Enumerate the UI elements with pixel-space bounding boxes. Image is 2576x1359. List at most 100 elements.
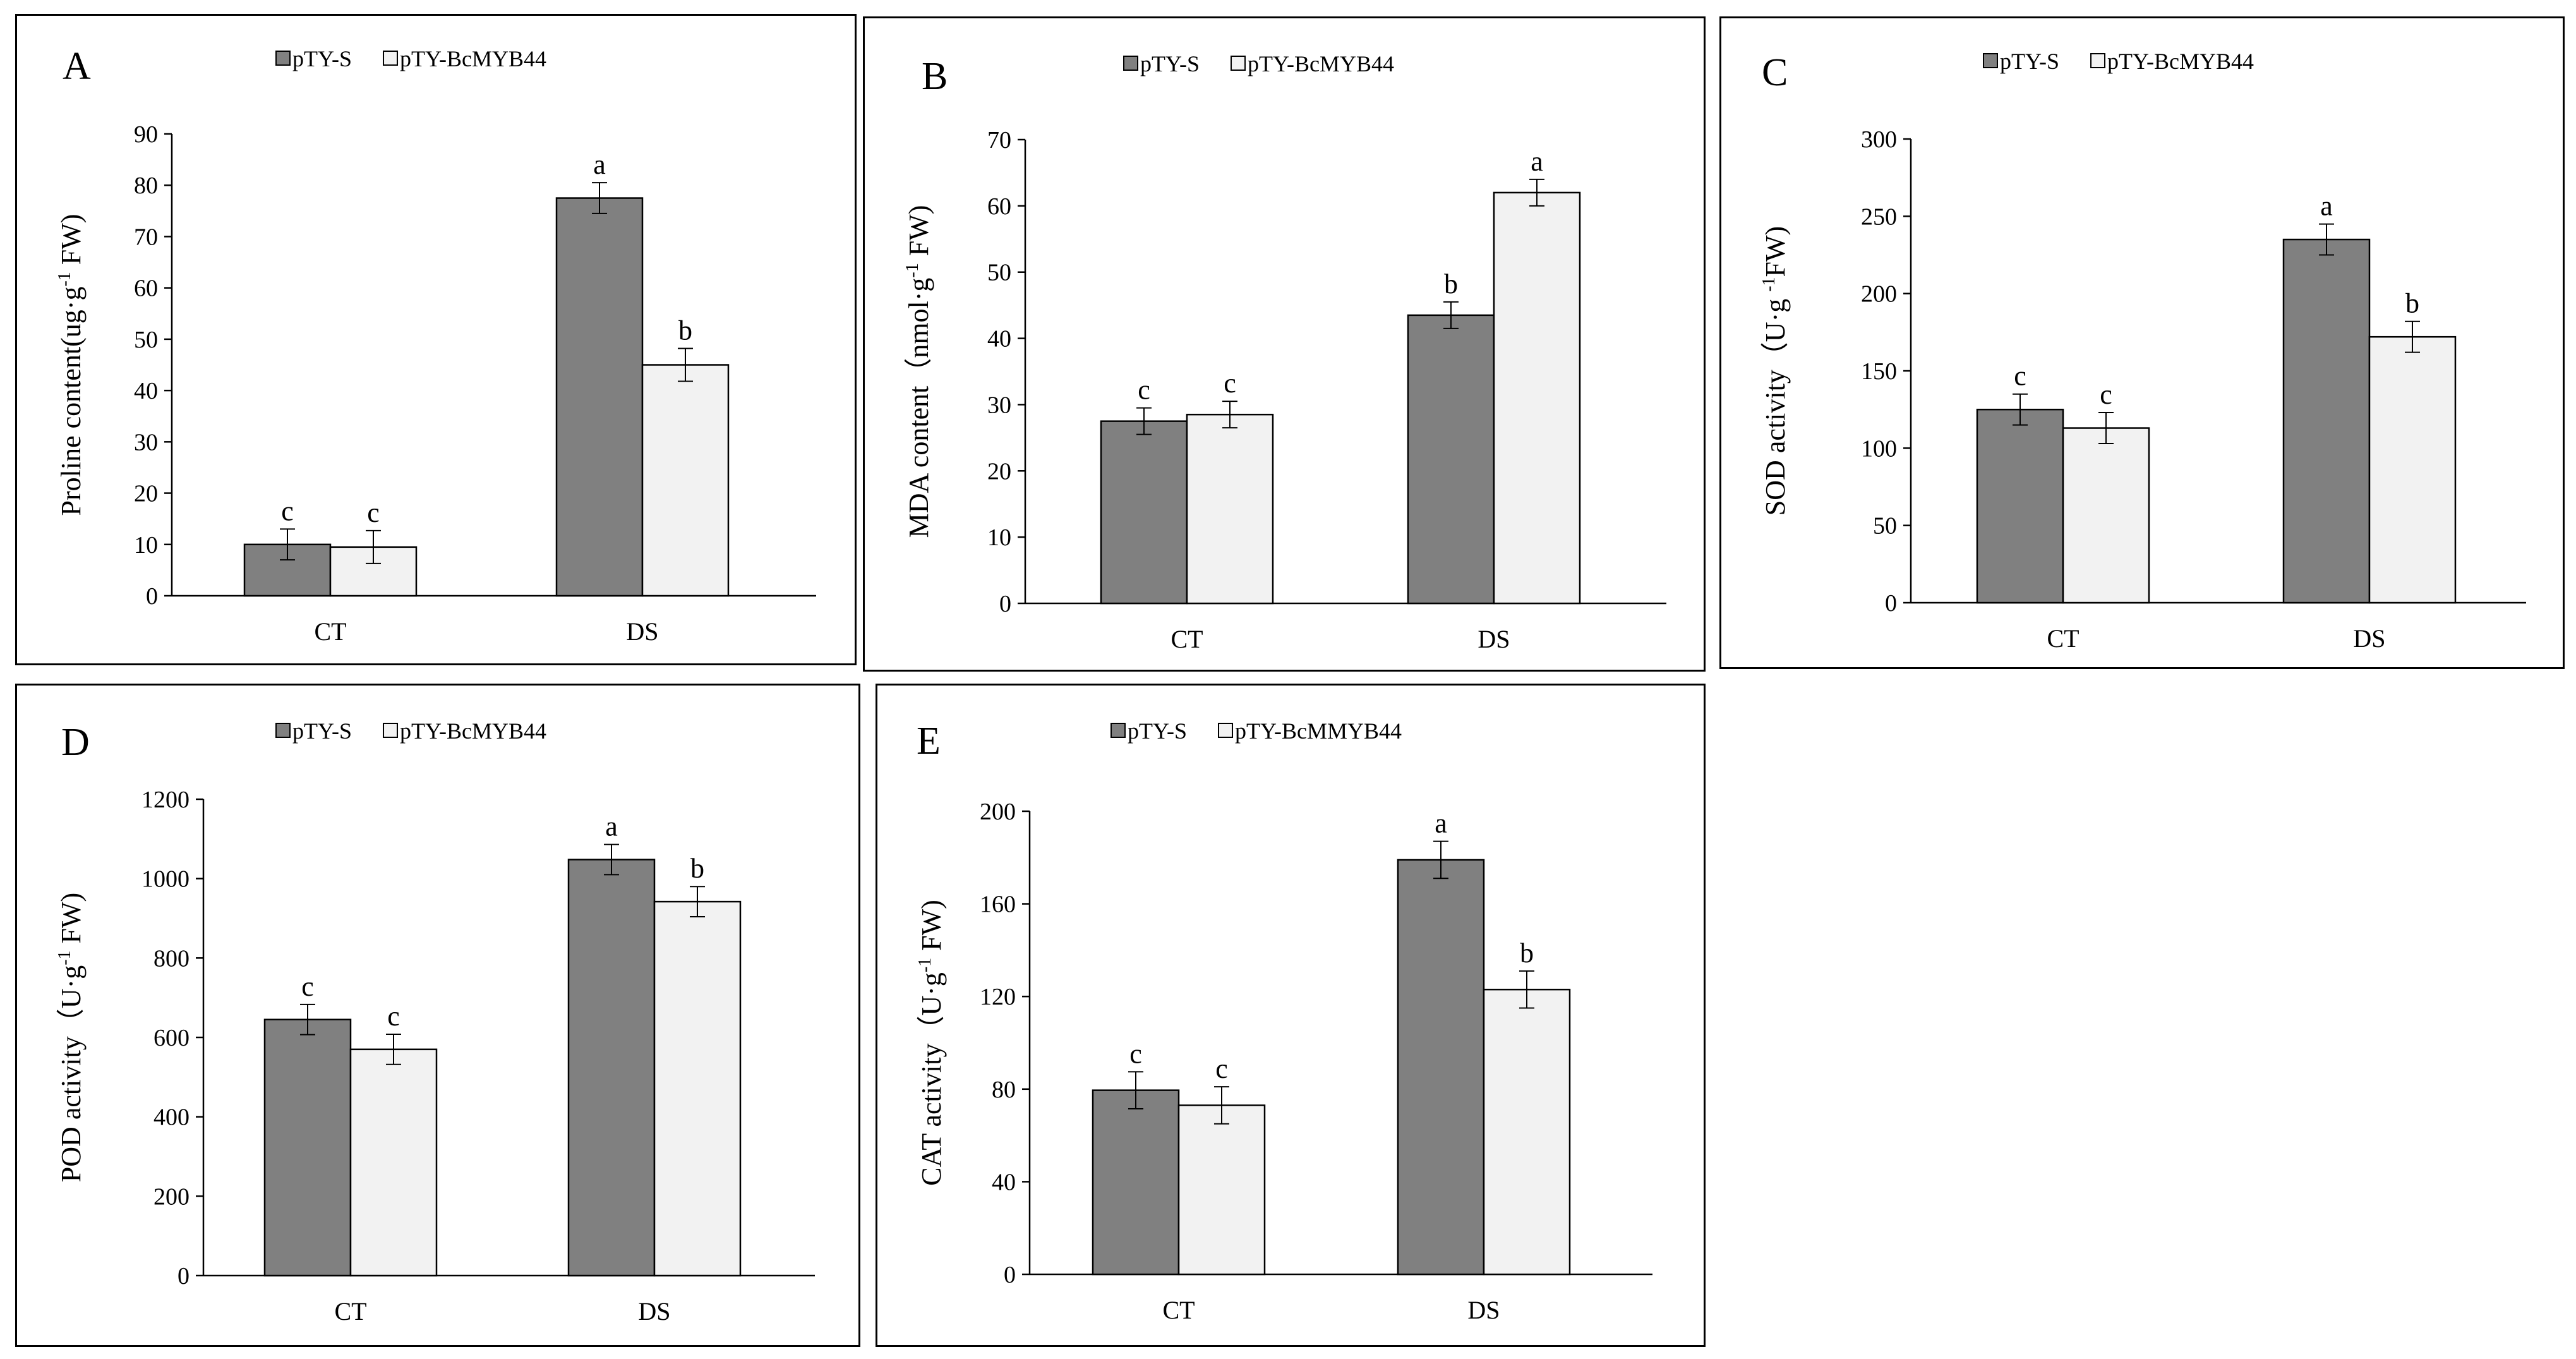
bar-ct-series2 [1177,1104,1266,1276]
y-tick-label: 160 [980,891,1016,918]
significance-letter: a [1435,808,1447,839]
significance-letter: c [2100,379,2112,410]
significance-letter: c [1138,375,1150,406]
panel-label: E [917,720,941,763]
legend-label: pTY-BcMYB44 [1248,51,1394,76]
y-tick-label: 20 [987,458,1011,485]
y-tick-label: 50 [987,260,1011,286]
y-tick-label: 10 [134,532,158,559]
significance-letter: c [301,971,314,1002]
legend-swatch [383,723,399,738]
legend-label: pTY-BcMMYB44 [1235,718,1402,744]
y-tick-label: 10 [987,524,1011,551]
x-tick-label: CT [2047,624,2079,653]
bar-ds-series1 [1397,859,1485,1276]
bar-ds-series1 [2282,238,2371,604]
y-tick-label: 70 [134,224,158,250]
significance-letter: b [1520,938,1534,969]
significance-letter: a [2320,191,2333,222]
bar-ds-series1 [555,197,644,597]
significance-letter: b [2405,288,2419,319]
y-tick-label: 70 [987,127,1011,154]
bar-ct-series1 [1100,420,1188,605]
significance-letter: a [1531,146,1543,177]
y-axis-label: Proline content(ug·g-1 FW) [55,214,87,516]
bar-ct-series2 [1186,413,1274,605]
panel-label: B [922,55,948,98]
y-tick-label: 80 [134,172,158,199]
y-axis-label: SOD activity（U·g -1FW) [1759,226,1791,516]
legend-label: pTY-S [292,46,352,71]
x-tick-label: CT [334,1297,366,1326]
significance-letter: c [2014,361,2026,392]
legend-swatch [1983,53,1998,68]
legend-swatch [2090,53,2106,68]
bar-ct-series1 [1976,408,2064,604]
x-tick-label: DS [626,617,658,646]
y-tick-label: 60 [134,275,158,302]
legend-label: pTY-S [1128,718,1187,744]
bar-ds-series2 [2368,335,2457,604]
y-tick-label: 0 [1004,1262,1016,1288]
legend-label: pTY-BcMYB44 [400,718,546,744]
bar-ds-series2 [1483,988,1571,1276]
significance-letter: c [387,1001,400,1032]
y-tick-label: 400 [153,1104,190,1131]
significance-letter: c [367,497,380,528]
bar-ds-series1 [567,859,656,1277]
y-tick-label: 0 [999,591,1011,617]
y-tick-label: 40 [992,1169,1016,1195]
significance-letter: c [1215,1053,1228,1084]
panel-label: A [63,45,91,88]
y-tick-label: 600 [153,1025,190,1051]
legend-swatch [1123,56,1138,71]
y-tick-label: 40 [134,378,158,404]
x-tick-label: DS [638,1297,670,1326]
x-tick-label: CT [1171,625,1203,653]
x-tick-label: CT [314,617,346,646]
y-tick-label: 200 [980,799,1016,825]
legend-label: pTY-S [1140,51,1200,76]
y-tick-label: 0 [178,1263,190,1290]
y-tick-label: 1000 [141,866,190,893]
y-tick-label: 90 [134,121,158,148]
significance-letter: a [605,811,618,842]
x-tick-label: CT [1162,1296,1195,1324]
y-tick-label: 80 [992,1077,1016,1103]
y-tick-label: 30 [134,429,158,456]
legend-label: pTY-BcMYB44 [2107,49,2254,74]
bar-ds-series2 [1493,191,1581,605]
significance-letter: c [1129,1038,1142,1069]
legend-label: pTY-S [292,718,352,744]
legend-swatch [275,723,291,738]
legend-swatch [1231,56,1246,71]
x-tick-label: DS [1478,625,1510,653]
y-tick-label: 40 [987,326,1011,353]
bar-ct-series1 [1092,1089,1180,1276]
y-tick-label: 0 [146,583,158,610]
x-tick-label: DS [2353,624,2385,653]
y-tick-label: 200 [153,1183,190,1210]
bar-ct-series1 [263,1018,352,1277]
y-tick-label: 60 [987,193,1011,220]
y-tick-label: 300 [1861,126,1897,153]
y-axis-label: MDA content（nmol·g-1 FW) [903,205,934,538]
y-axis-label: POD activity（U·g-1 FW) [55,893,87,1182]
legend-swatch [1110,723,1126,738]
y-tick-label: 120 [980,984,1016,1010]
y-tick-label: 50 [134,327,158,353]
legend-label: pTY-BcMYB44 [400,46,546,71]
y-tick-label: 20 [134,481,158,507]
legend-swatch [383,51,399,66]
x-tick-label: DS [1467,1296,1500,1324]
significance-letter: b [1444,269,1458,299]
significance-letter: b [678,315,692,346]
significance-letter: c [1224,368,1236,399]
y-tick-label: 1200 [141,787,190,813]
y-tick-label: 150 [1861,358,1897,385]
y-tick-label: 50 [1873,513,1897,540]
